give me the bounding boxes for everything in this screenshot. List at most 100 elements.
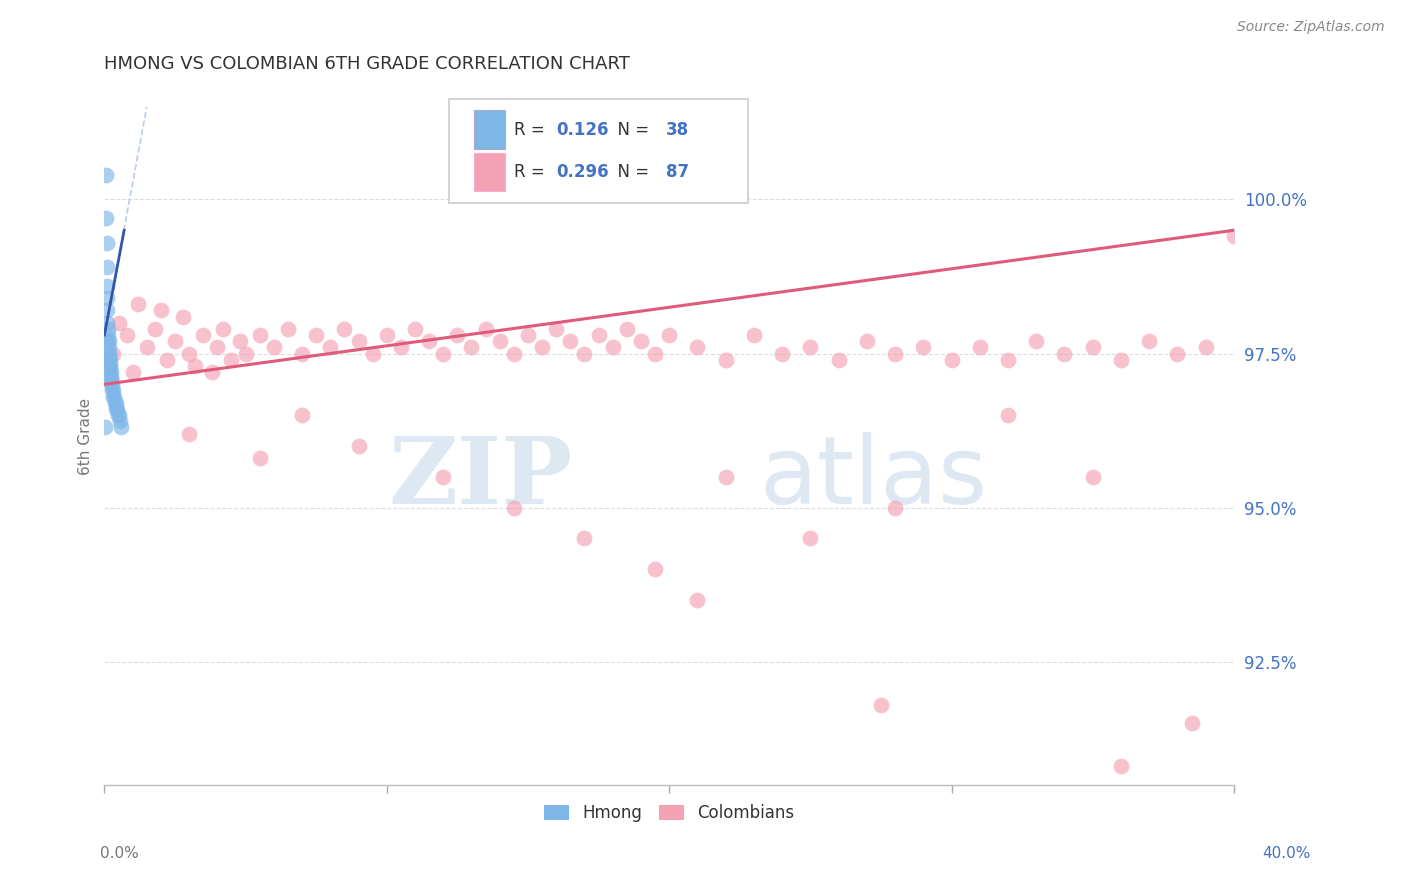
Point xyxy=(100,377,122,392)
Point xyxy=(574,532,596,546)
Point xyxy=(103,390,125,404)
Point xyxy=(101,377,124,392)
Point xyxy=(799,340,821,354)
Point xyxy=(941,352,963,367)
Point xyxy=(103,390,125,404)
Point xyxy=(100,365,122,379)
Point xyxy=(574,346,596,360)
Text: 0.296: 0.296 xyxy=(557,163,609,181)
Point xyxy=(212,322,235,336)
Point xyxy=(277,322,299,336)
Point xyxy=(98,346,121,360)
Point xyxy=(375,328,398,343)
Point xyxy=(249,328,271,343)
Point xyxy=(644,562,666,576)
Point xyxy=(474,322,496,336)
Point xyxy=(97,340,120,354)
Point xyxy=(115,328,138,343)
Point xyxy=(969,340,991,354)
Point xyxy=(96,235,118,250)
Point xyxy=(714,469,737,483)
Point xyxy=(96,316,118,330)
Text: Source: ZipAtlas.com: Source: ZipAtlas.com xyxy=(1237,21,1385,34)
Point xyxy=(98,359,121,373)
Point xyxy=(94,168,117,182)
Point xyxy=(110,420,132,434)
Point xyxy=(347,334,370,348)
Point xyxy=(1025,334,1047,348)
Point xyxy=(658,328,681,343)
Point xyxy=(97,322,120,336)
Point xyxy=(97,334,120,348)
FancyBboxPatch shape xyxy=(474,111,505,149)
Point xyxy=(870,698,893,712)
Text: R =: R = xyxy=(515,163,550,181)
Point xyxy=(201,365,224,379)
Point xyxy=(94,420,117,434)
Point xyxy=(1081,469,1104,483)
Point xyxy=(149,303,172,318)
Point xyxy=(96,291,118,305)
Point xyxy=(97,328,120,343)
Point xyxy=(221,352,243,367)
Point xyxy=(997,352,1019,367)
Point xyxy=(1053,346,1076,360)
Point xyxy=(616,322,638,336)
Point xyxy=(1081,340,1104,354)
Point xyxy=(389,340,412,354)
Point xyxy=(305,328,328,343)
Point xyxy=(770,346,793,360)
Point xyxy=(235,346,257,360)
Point xyxy=(104,396,127,410)
Point xyxy=(127,297,149,311)
Text: N =: N = xyxy=(607,163,654,181)
FancyBboxPatch shape xyxy=(449,99,748,203)
Point xyxy=(263,340,285,354)
Point xyxy=(291,346,314,360)
Point xyxy=(105,401,128,416)
Text: ZIP: ZIP xyxy=(389,434,574,524)
Point xyxy=(531,340,554,354)
Point xyxy=(207,340,229,354)
Point xyxy=(602,340,624,354)
Point xyxy=(644,346,666,360)
Point xyxy=(347,439,370,453)
Point xyxy=(446,328,468,343)
Point xyxy=(517,328,540,343)
Point xyxy=(94,211,117,225)
Point xyxy=(101,384,124,398)
Point xyxy=(249,451,271,466)
Point xyxy=(143,322,166,336)
Point xyxy=(546,322,568,336)
Point xyxy=(98,359,121,373)
Point xyxy=(502,346,524,360)
Point xyxy=(856,334,879,348)
Point xyxy=(184,359,207,373)
Text: 87: 87 xyxy=(666,163,689,181)
Text: 0.0%: 0.0% xyxy=(100,847,139,861)
Point xyxy=(101,346,124,360)
Point xyxy=(361,346,384,360)
Point xyxy=(686,340,709,354)
Point xyxy=(96,303,118,318)
Point xyxy=(107,408,129,422)
Point xyxy=(104,396,127,410)
Text: 38: 38 xyxy=(666,121,689,139)
Point xyxy=(97,334,120,348)
Legend: Hmong, Colombians: Hmong, Colombians xyxy=(537,797,801,829)
Point xyxy=(630,334,652,348)
Point xyxy=(107,408,129,422)
Point xyxy=(333,322,356,336)
Point xyxy=(432,469,454,483)
Point xyxy=(155,352,177,367)
Point xyxy=(107,316,129,330)
Text: atlas: atlas xyxy=(759,433,988,524)
Point xyxy=(404,322,426,336)
Text: 0.126: 0.126 xyxy=(557,121,609,139)
Point xyxy=(172,310,194,324)
Point xyxy=(121,365,143,379)
Point xyxy=(105,401,128,416)
Point xyxy=(1223,229,1246,244)
Point xyxy=(100,371,122,385)
Point xyxy=(108,414,131,428)
